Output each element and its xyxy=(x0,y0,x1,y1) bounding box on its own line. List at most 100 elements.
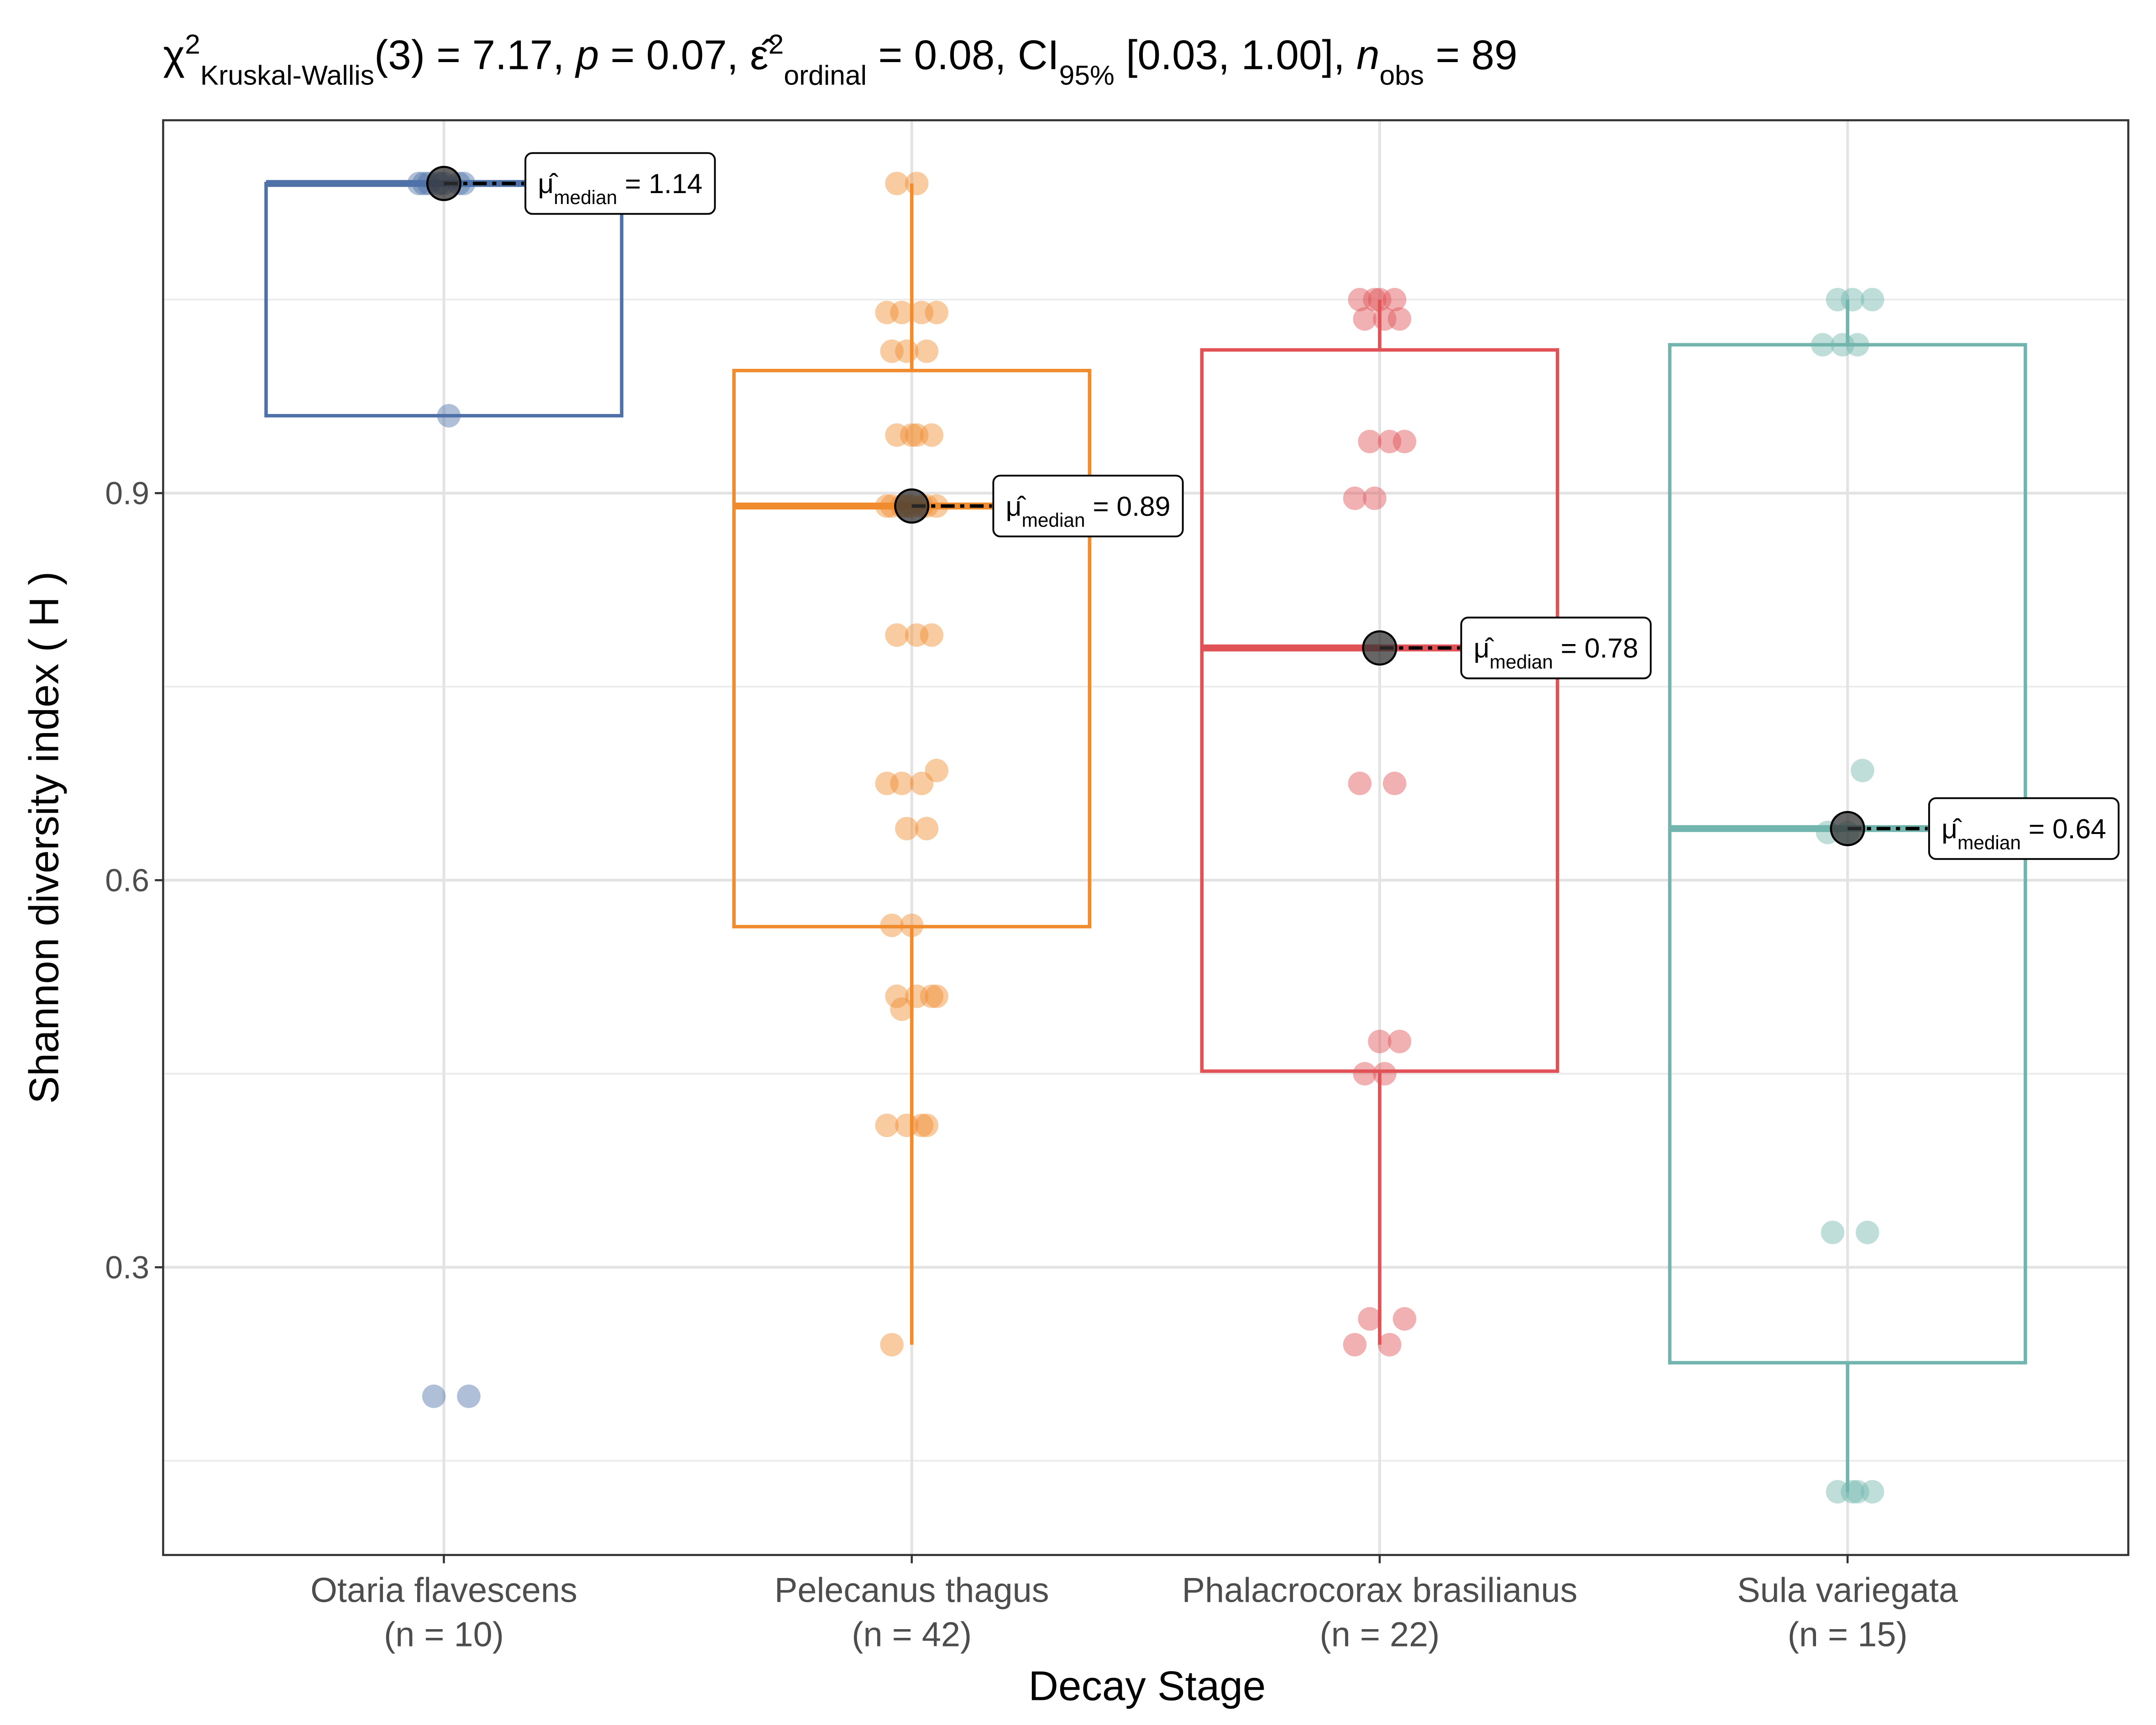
point xyxy=(880,913,904,937)
point xyxy=(920,984,944,1008)
point xyxy=(925,494,949,518)
box xyxy=(732,369,1092,928)
point xyxy=(1392,430,1417,453)
point xyxy=(1353,307,1377,331)
point xyxy=(437,404,461,428)
point xyxy=(890,300,914,325)
point xyxy=(1382,771,1407,796)
point xyxy=(1860,1480,1884,1504)
median-point xyxy=(1362,630,1397,666)
point xyxy=(915,1113,939,1138)
point xyxy=(885,172,909,195)
point xyxy=(422,1384,446,1408)
title-part: n xyxy=(1356,32,1380,78)
point xyxy=(920,423,944,447)
point xyxy=(1363,486,1387,510)
point xyxy=(915,817,939,840)
median-subscript: median xyxy=(1957,832,2021,853)
median-value-label: = 1.14 xyxy=(617,168,702,199)
point xyxy=(1378,1333,1402,1357)
point xyxy=(880,339,904,363)
point xyxy=(890,771,914,796)
median-label-box xyxy=(1928,797,2120,860)
point xyxy=(1846,333,1869,357)
point xyxy=(1826,1480,1850,1504)
point xyxy=(925,759,949,782)
median-label-text: μ̂median = 0.89 xyxy=(1006,491,1171,531)
point xyxy=(905,623,929,647)
point xyxy=(1373,1062,1397,1085)
median-point xyxy=(894,488,930,524)
chart-title: χ2Kruskal-Wallis(3) = 7.17, p = 0.07, ε̂… xyxy=(163,28,1517,90)
median-point xyxy=(426,166,462,201)
x-tick-sublabel: (n = 42) xyxy=(852,1615,972,1654)
point xyxy=(1382,288,1407,312)
point xyxy=(1348,288,1372,312)
point xyxy=(910,300,934,325)
point xyxy=(895,339,919,363)
median-label-text: μ̂median = 1.14 xyxy=(538,168,702,208)
title-part: = 0.08, CI xyxy=(867,32,1059,78)
point xyxy=(1811,333,1835,357)
title-part: obs xyxy=(1380,59,1424,90)
median-subscript: median xyxy=(1490,651,1553,672)
y-tick-label: 0.3 xyxy=(105,1249,149,1285)
title-part: Kruskal-Wallis xyxy=(200,59,374,90)
point xyxy=(925,300,949,325)
point xyxy=(895,1113,919,1138)
title-part: [0.03, 1.00], xyxy=(1115,32,1356,78)
point xyxy=(900,423,924,447)
x-tick-sublabel: (n = 15) xyxy=(1788,1615,1908,1654)
point xyxy=(1368,1029,1392,1054)
point xyxy=(1392,1307,1417,1331)
median-value-label: = 0.64 xyxy=(2021,813,2106,844)
x-tick-sublabel: (n = 22) xyxy=(1320,1615,1440,1654)
point xyxy=(1831,333,1855,357)
point xyxy=(885,984,909,1008)
title-part: ordinal xyxy=(784,59,867,90)
median-value-label: = 0.89 xyxy=(1085,491,1171,522)
point xyxy=(1851,759,1874,782)
point xyxy=(1387,307,1412,331)
point xyxy=(875,1113,899,1138)
median-label-box xyxy=(1460,616,1652,680)
point xyxy=(1368,288,1392,312)
title-part: 95% xyxy=(1059,59,1115,90)
point xyxy=(885,623,909,647)
x-tick-label: Sula variegata xyxy=(1737,1571,1958,1610)
title-part: χ xyxy=(163,32,185,78)
point xyxy=(1363,288,1387,312)
plot-border xyxy=(162,119,2130,1556)
median-label-box xyxy=(524,152,716,215)
median-label: μ̂median = 0.64 xyxy=(1928,797,2120,860)
point xyxy=(1343,486,1367,510)
median-label: μ̂median = 1.14 xyxy=(524,152,716,215)
point xyxy=(1348,771,1372,796)
point xyxy=(875,300,899,325)
point xyxy=(885,423,909,447)
median-point xyxy=(1830,811,1865,846)
median-label-text: μ̂median = 0.64 xyxy=(1941,813,2106,853)
x-axis-title: Decay Stage xyxy=(1028,1663,1266,1709)
title-part: 2 xyxy=(769,28,784,59)
point xyxy=(1860,288,1884,312)
median-label-text: μ̂median = 0.78 xyxy=(1474,633,1638,673)
title-part: (3) = 7.17, xyxy=(374,32,576,78)
point xyxy=(407,172,431,195)
point xyxy=(1856,1221,1879,1244)
x-tick-sublabel: (n = 10) xyxy=(384,1615,504,1654)
point xyxy=(875,771,899,796)
point xyxy=(925,984,949,1008)
point xyxy=(1387,1029,1412,1054)
point xyxy=(905,172,929,195)
point xyxy=(920,623,944,647)
title-part: = 0.07, xyxy=(599,32,750,78)
title-part: = 89 xyxy=(1424,32,1518,78)
median-label: μ̂median = 0.89 xyxy=(992,474,1184,538)
point xyxy=(910,771,934,796)
x-tick-label: Phalacrocorax brasilianus xyxy=(1182,1571,1578,1610)
point xyxy=(915,339,939,363)
point xyxy=(1343,1333,1367,1357)
point xyxy=(1841,1480,1864,1504)
